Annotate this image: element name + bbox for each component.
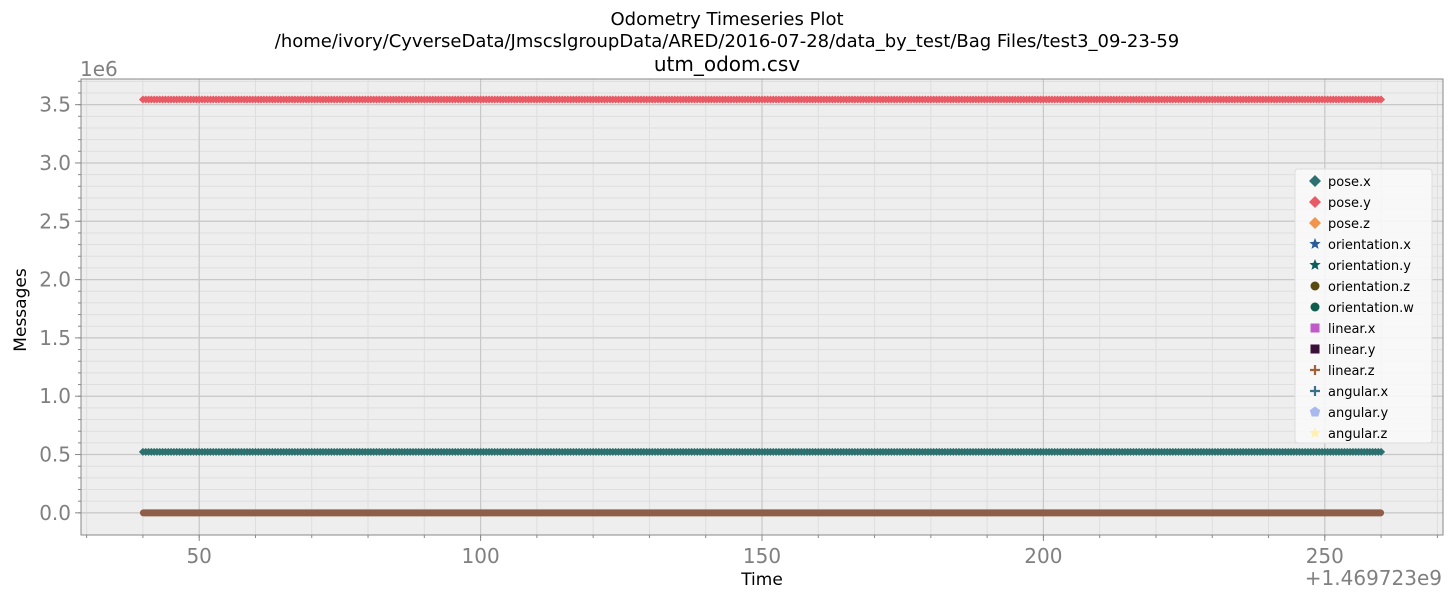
x-tick-label: 50 xyxy=(186,544,211,568)
x-offset-label: +1.469723e9 xyxy=(1305,566,1442,590)
legend-item-label: orientation.z xyxy=(1328,280,1410,295)
legend-item: orientation.x xyxy=(1309,238,1411,253)
legend-item: orientation.w xyxy=(1310,301,1414,316)
legend-item-label: pose.y xyxy=(1328,196,1371,211)
pose-z-marker-icon xyxy=(1309,217,1321,229)
series-pose-y xyxy=(138,95,1386,104)
angular-z-marker-icon xyxy=(1309,427,1321,438)
legend-item-label: linear.y xyxy=(1328,343,1376,358)
y-tick-label: 2.0 xyxy=(39,268,71,292)
chart-title: Odometry Timeseries Plot xyxy=(610,9,843,30)
series-points xyxy=(138,95,1386,517)
legend-item-label: pose.z xyxy=(1328,217,1370,232)
legend-item: orientation.y xyxy=(1309,259,1411,274)
orientation-w-marker-icon xyxy=(1310,302,1320,312)
legend-item-label: angular.z xyxy=(1328,427,1388,442)
axes: 0.0 0.5 1.0 1.5 2.0 2.5 3.0 3.5 50 100 150 200 250 xyxy=(39,78,1444,568)
legend-item: linear.y xyxy=(1310,343,1376,358)
legend: pose.x pose.y pose.z orientation.x orientati… xyxy=(1294,168,1433,444)
legend-item: linear.x xyxy=(1310,322,1376,337)
legend-item: orientation.z xyxy=(1310,280,1410,295)
y-tick-label: 0.5 xyxy=(39,443,71,467)
x-axis-label: Time xyxy=(740,570,783,590)
angular-x-marker-icon xyxy=(1310,386,1320,396)
y-axis-label: Messages xyxy=(11,268,31,352)
legend-item: angular.x xyxy=(1310,385,1389,400)
y-tick-label: 1.5 xyxy=(39,326,71,350)
legend-item-label: orientation.w xyxy=(1328,301,1414,316)
data-point xyxy=(1377,447,1386,456)
y-multiplier-label: 1e6 xyxy=(80,57,118,81)
legend-item: pose.y xyxy=(1309,196,1371,211)
orientation-y-marker-icon xyxy=(1309,259,1321,270)
legend-item-label: orientation.x xyxy=(1328,238,1411,253)
legend-item-label: orientation.y xyxy=(1328,259,1411,274)
series-pose-x xyxy=(138,447,1386,456)
y-tick-label: 1.0 xyxy=(39,384,71,408)
pose-x-marker-icon xyxy=(1309,175,1321,187)
legend-item: pose.x xyxy=(1309,175,1371,190)
y-tick-label: 3.0 xyxy=(39,151,71,175)
chart-subtitle: /home/ivory/CyverseData/JmscslgroupData/… xyxy=(275,31,1179,52)
angular-y-marker-icon xyxy=(1309,406,1321,417)
x-tick-label: 250 xyxy=(1306,544,1344,568)
legend-item: pose.z xyxy=(1309,217,1370,232)
legend-item-label: pose.x xyxy=(1328,175,1371,190)
orientation-z-marker-icon xyxy=(1310,281,1320,291)
data-point xyxy=(1377,95,1386,104)
y-tick-label: 3.5 xyxy=(39,93,71,117)
x-tick-label: 200 xyxy=(1024,544,1062,568)
y-tick-label: 2.5 xyxy=(39,209,71,233)
grid-lines xyxy=(81,79,1443,535)
orientation-x-marker-icon xyxy=(1309,238,1321,249)
pose-y-marker-icon xyxy=(1309,196,1321,208)
legend-item-label: linear.z xyxy=(1328,364,1375,379)
zero-value-series-band xyxy=(139,509,1385,517)
legend-item: linear.z xyxy=(1310,364,1375,379)
legend-box xyxy=(1294,168,1433,444)
linear-z-marker-icon xyxy=(1310,365,1320,375)
linear-x-marker-icon xyxy=(1310,323,1320,333)
legend-item-label: angular.y xyxy=(1328,406,1389,421)
legend-item-label: linear.x xyxy=(1328,322,1376,337)
legend-item-label: angular.x xyxy=(1328,385,1389,400)
legend-item: angular.y xyxy=(1309,406,1389,421)
y-tick-label: 0.0 xyxy=(39,501,71,525)
linear-y-marker-icon xyxy=(1310,344,1320,354)
chart-filename: utm_odom.csv xyxy=(654,52,800,76)
x-tick-label: 150 xyxy=(743,544,781,568)
legend-item: angular.z xyxy=(1309,427,1388,442)
x-tick-label: 100 xyxy=(462,544,500,568)
